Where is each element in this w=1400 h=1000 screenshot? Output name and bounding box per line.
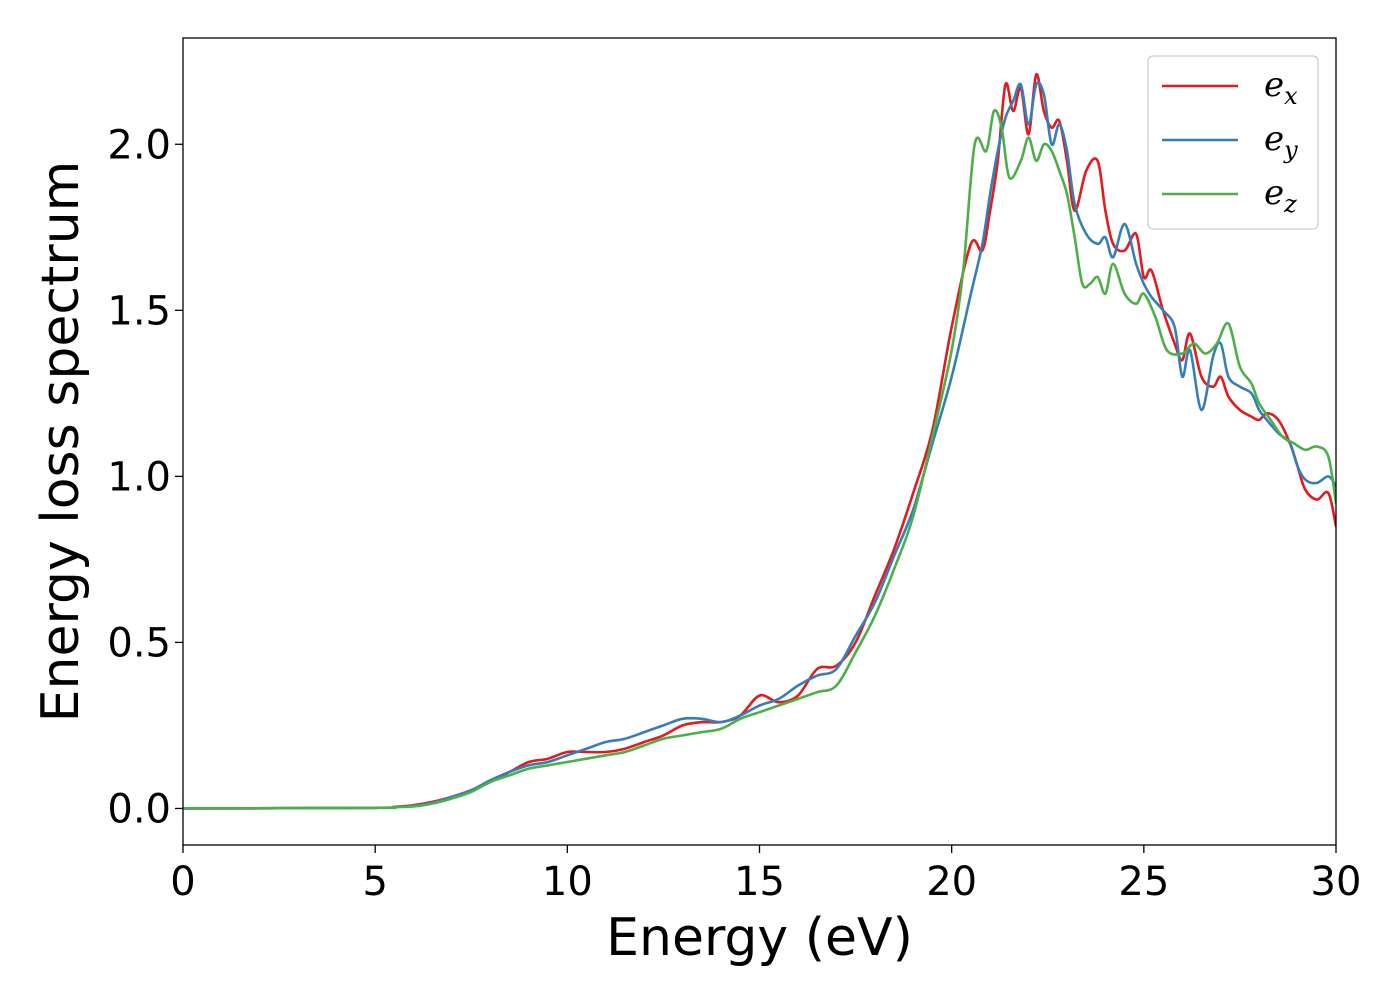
x-tick-label: 10: [542, 859, 593, 905]
y-tick-label: 1.5: [107, 288, 171, 334]
x-axis: 0 5 10 15 20 25 30: [170, 845, 1361, 905]
y-tick-label: 1.0: [107, 454, 171, 500]
legend-label-y: ey: [1264, 119, 1298, 164]
x-tick-label: 20: [926, 859, 977, 905]
y-tick-label: 0.0: [107, 786, 171, 832]
legend-label-z: ez: [1264, 173, 1297, 218]
series-line-y: [183, 81, 1336, 810]
x-axis-title: Energy (eV): [606, 908, 913, 968]
x-tick-label: 15: [734, 859, 785, 905]
series-layer: [183, 73, 1336, 810]
legend-label-x: ex: [1264, 65, 1298, 110]
y-tick-label: 0.5: [107, 620, 171, 666]
legend-box: [1147, 55, 1319, 230]
legend: ex ey ez: [1147, 55, 1319, 230]
y-axis-title: Energy loss spectrum: [31, 161, 91, 723]
x-tick-label: 30: [1311, 859, 1362, 905]
x-tick-label: 0: [170, 859, 195, 905]
series-line-z: [183, 108, 1336, 810]
x-tick-label: 5: [362, 859, 387, 905]
x-tick-label: 25: [1118, 859, 1169, 905]
y-tick-label: 2.0: [107, 122, 171, 168]
y-axis: 0.0 0.5 1.0 1.5 2.0: [107, 122, 183, 832]
